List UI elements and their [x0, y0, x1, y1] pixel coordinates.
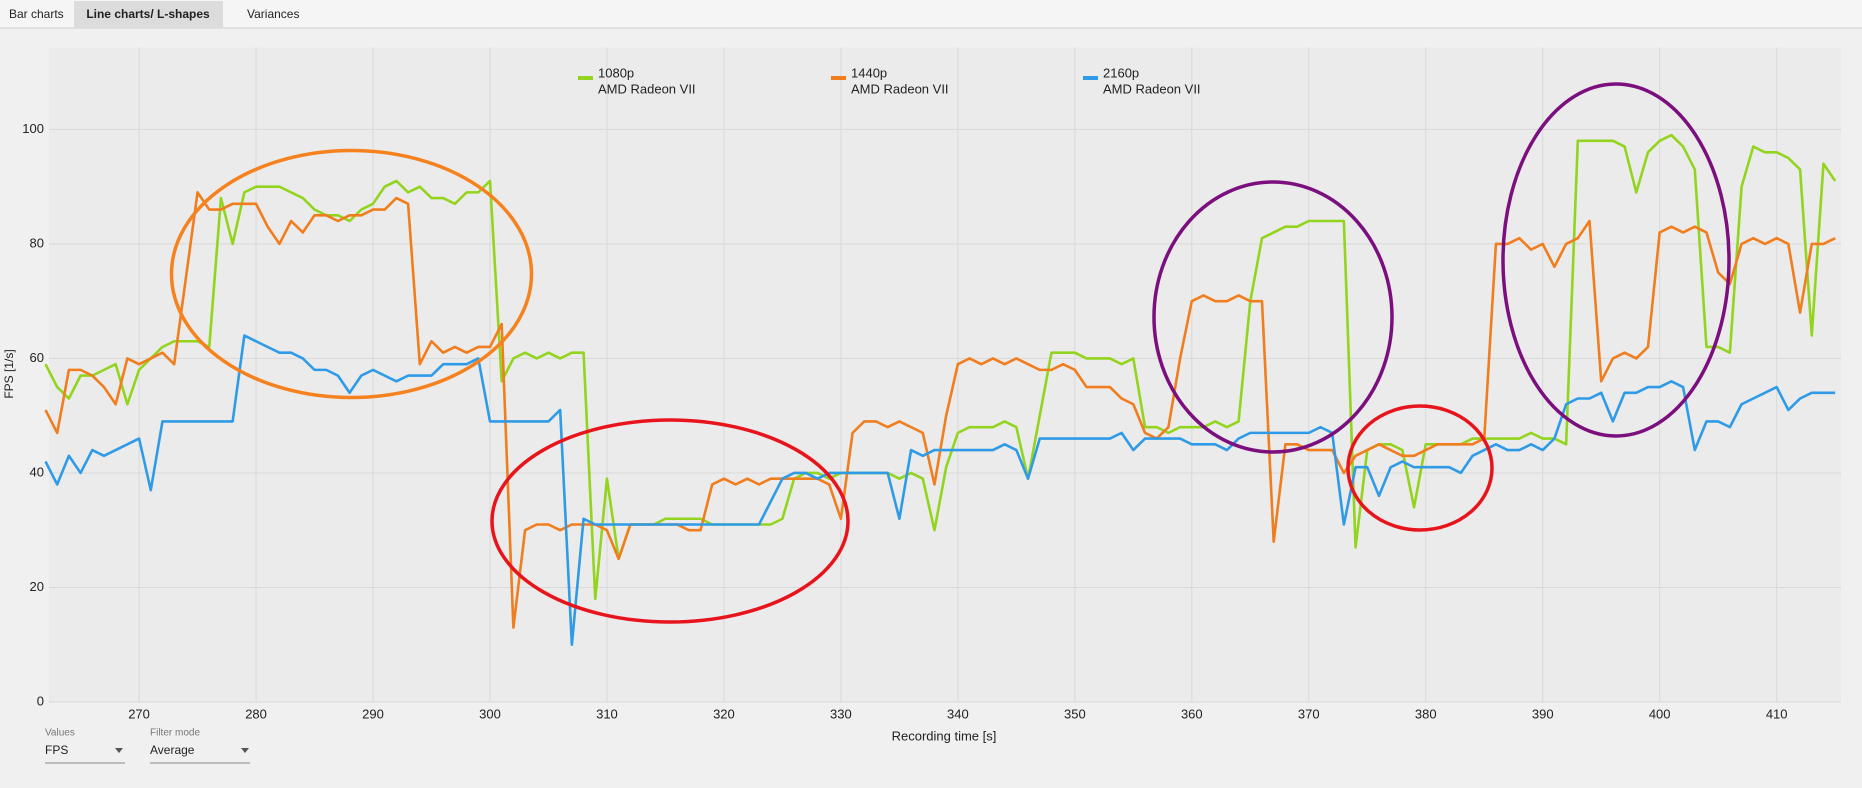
legend-swatch [831, 76, 846, 80]
y-tick-label: 80 [30, 235, 44, 250]
x-tick-label: 270 [128, 706, 150, 721]
x-tick-label: 370 [1298, 706, 1320, 721]
y-tick-label: 60 [30, 350, 44, 365]
annotation-ellipse [1152, 180, 1394, 454]
y-tick-label: 20 [30, 579, 44, 594]
x-axis-title: Recording time [s] [892, 728, 997, 743]
tab-selected-bg [74, 1, 223, 28]
y-tick-label: 0 [37, 693, 44, 708]
y-tick-label: 100 [22, 121, 44, 136]
legend-label: AMD Radeon VII [851, 81, 949, 96]
annotation-ellipse [490, 418, 850, 624]
tab[interactable]: Bar charts [9, 7, 64, 21]
y-tick-label: 40 [30, 464, 44, 479]
control-label: Filter mode [150, 728, 200, 739]
series-line [44, 334, 1836, 647]
x-tick-label: 290 [362, 706, 384, 721]
x-tick-label: 320 [713, 706, 735, 721]
x-tick-label: 410 [1766, 706, 1788, 721]
legend-label: 2160p [1103, 65, 1139, 80]
plot-area [49, 47, 1841, 702]
tab-active[interactable]: Line charts/ L-shapes [86, 7, 210, 21]
legend-label: 1440p [851, 65, 887, 80]
dropdown-value[interactable]: Average [150, 743, 195, 757]
x-tick-label: 330 [830, 706, 852, 721]
annotation-ellipse [169, 148, 534, 400]
legend-label: 1080p [598, 65, 634, 80]
x-tick-label: 310 [596, 706, 618, 721]
legend-label: AMD Radeon VII [1103, 81, 1201, 96]
legend-label: AMD Radeon VII [598, 81, 696, 96]
legend-swatch [578, 76, 593, 80]
x-tick-label: 400 [1649, 706, 1671, 721]
tab[interactable]: Variances [247, 7, 299, 21]
x-tick-label: 280 [245, 706, 267, 721]
annotation-ellipse [1346, 404, 1494, 532]
legend-swatch [1083, 76, 1098, 80]
x-tick-label: 390 [1532, 706, 1554, 721]
x-tick-label: 360 [1181, 706, 1203, 721]
y-axis-title: FPS [1/s] [2, 349, 16, 398]
x-tick-label: 380 [1415, 706, 1437, 721]
dropdown-value[interactable]: FPS [45, 743, 68, 757]
annotation-ellipse [1501, 82, 1731, 438]
tab-bar [0, 0, 1862, 28]
x-tick-label: 340 [947, 706, 969, 721]
dropdown-arrow[interactable] [115, 748, 123, 753]
x-tick-label: 350 [1064, 706, 1086, 721]
x-tick-label: 300 [479, 706, 501, 721]
control-label: Values [45, 728, 75, 739]
annotations [169, 82, 1731, 624]
dropdown-arrow[interactable] [241, 748, 249, 753]
